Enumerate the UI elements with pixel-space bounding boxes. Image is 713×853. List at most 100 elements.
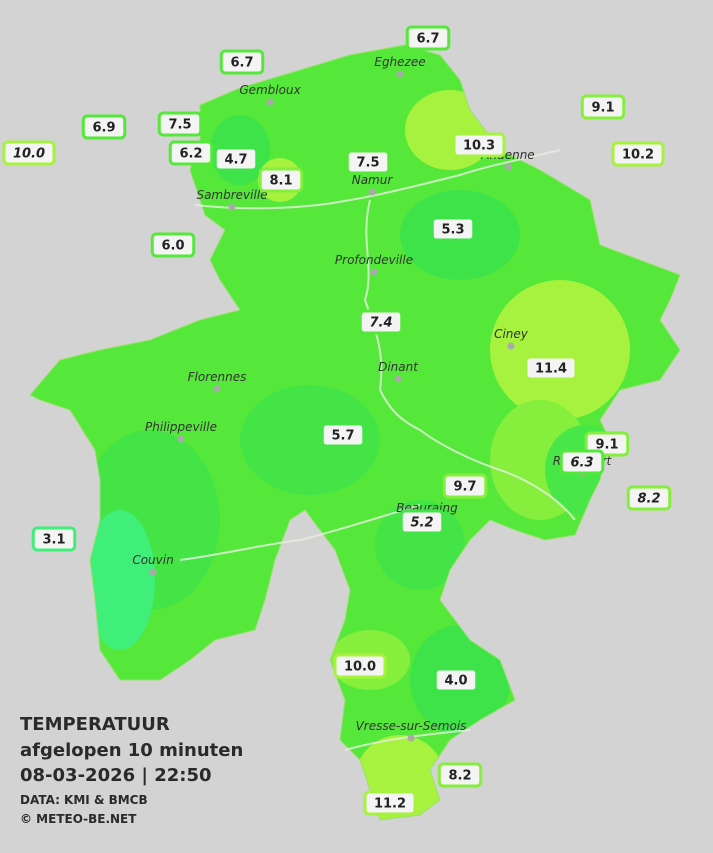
station: 10.0 xyxy=(2,140,56,166)
station-box xyxy=(157,111,203,137)
station: 7.5 xyxy=(345,149,391,175)
station-value: 11.4 xyxy=(535,362,567,377)
city-label: Dinant xyxy=(378,360,419,374)
city-dot xyxy=(149,568,157,576)
station-value: 6.9 xyxy=(92,121,115,136)
station-value: 7.5 xyxy=(168,118,191,133)
city-dot xyxy=(407,734,415,742)
station-value: 10.2 xyxy=(622,148,654,163)
city-label: Sambreville xyxy=(196,188,267,202)
station-value: 6.0 xyxy=(161,239,184,254)
station-box xyxy=(219,49,265,75)
station-value: 6.7 xyxy=(416,32,439,47)
legend-title: TEMPERATUUR xyxy=(20,714,170,735)
station-value: 11.2 xyxy=(374,797,406,812)
city-dot xyxy=(396,70,404,78)
station: 8.1 xyxy=(258,167,304,193)
station-value: 8.2 xyxy=(448,769,471,784)
station-value: 10.3 xyxy=(463,139,495,154)
station: 10.0 xyxy=(333,653,387,679)
city-label: Couvin xyxy=(132,553,173,567)
station: 11.2 xyxy=(363,790,417,816)
station-box xyxy=(405,25,451,51)
station-box xyxy=(168,140,214,166)
station: 5.3 xyxy=(430,216,476,242)
station-value: 10.0 xyxy=(344,660,376,675)
station-box xyxy=(213,146,259,172)
station-value: 5.2 xyxy=(410,516,433,531)
station: 5.2 xyxy=(399,509,445,535)
station: 11.4 xyxy=(524,355,578,381)
station-box xyxy=(31,526,77,552)
city-dot xyxy=(266,98,274,106)
station-box xyxy=(363,790,417,816)
station-box xyxy=(345,149,391,175)
legend: TEMPERATUUR afgelopen 10 minuten 08-03-2… xyxy=(20,714,243,826)
city-dot xyxy=(228,203,236,211)
station-value: 6.2 xyxy=(179,147,202,162)
station-value: 3.1 xyxy=(42,533,65,548)
station-value: 7.5 xyxy=(356,156,379,171)
station-box xyxy=(433,667,479,693)
station-value: 4.0 xyxy=(444,674,467,689)
station-box xyxy=(611,141,665,167)
station: 8.2 xyxy=(437,762,483,788)
city-dot xyxy=(177,435,185,443)
station: 9.1 xyxy=(580,94,626,120)
station-value: 9.1 xyxy=(595,438,618,453)
station: 4.7 xyxy=(213,146,259,172)
station: 9.7 xyxy=(442,473,488,499)
city-label: Vresse-sur-Semois xyxy=(356,719,467,733)
station: 7.5 xyxy=(157,111,203,137)
station-box xyxy=(524,355,578,381)
station-value: 5.7 xyxy=(331,429,354,444)
rivers xyxy=(179,149,576,751)
station-layer: 6.7 6.7 9.1 6.9 7.5 10.0 6.2 4.7 10.3 10.2 7.5 8.1 5… xyxy=(2,25,672,816)
station-value: 4.7 xyxy=(224,153,247,168)
city-dot xyxy=(394,375,402,383)
legend-copyright: © METEO-BE.NET xyxy=(20,812,137,826)
station-value: 9.1 xyxy=(591,101,614,116)
city-label: Florennes xyxy=(188,370,247,384)
station-box xyxy=(358,309,404,335)
city-dot xyxy=(507,342,515,350)
legend-datetime: 08-03-2026 | 22:50 xyxy=(20,765,212,786)
station: 10.2 xyxy=(611,141,665,167)
station: 6.7 xyxy=(219,49,265,75)
legend-source: DATA: KMI & BMCB xyxy=(20,793,148,807)
station: 6.3 xyxy=(559,449,605,475)
station-value: 9.7 xyxy=(453,480,476,495)
station: 6.2 xyxy=(168,140,214,166)
station-box xyxy=(437,762,483,788)
station-value: 8.1 xyxy=(269,174,292,189)
station-box xyxy=(2,140,56,166)
station-value: 6.7 xyxy=(230,56,253,71)
station-value: 5.3 xyxy=(441,223,464,238)
legend-subtitle: afgelopen 10 minuten xyxy=(20,740,243,761)
station-value: 10.0 xyxy=(13,147,45,162)
station-box xyxy=(320,422,366,448)
station-box xyxy=(452,132,506,158)
station-box xyxy=(559,449,605,475)
city-label: Eghezee xyxy=(374,55,425,69)
station: 10.3 xyxy=(452,132,506,158)
city-dot xyxy=(370,268,378,276)
city-label: Philippeville xyxy=(145,420,217,434)
city-label: Ciney xyxy=(494,327,529,341)
city-dot xyxy=(368,188,376,196)
station-box xyxy=(258,167,304,193)
station-value: 7.4 xyxy=(369,316,392,331)
station: 7.4 xyxy=(358,309,404,335)
city-label: Gembloux xyxy=(239,83,301,97)
station: 5.7 xyxy=(320,422,366,448)
city-dot xyxy=(213,385,221,393)
station-box xyxy=(150,232,196,258)
station-box xyxy=(626,485,672,511)
city-label: Namur xyxy=(352,173,394,187)
station: 4.0 xyxy=(433,667,479,693)
station-box xyxy=(580,94,626,120)
station-value: 8.2 xyxy=(637,492,660,507)
station-box xyxy=(333,653,387,679)
